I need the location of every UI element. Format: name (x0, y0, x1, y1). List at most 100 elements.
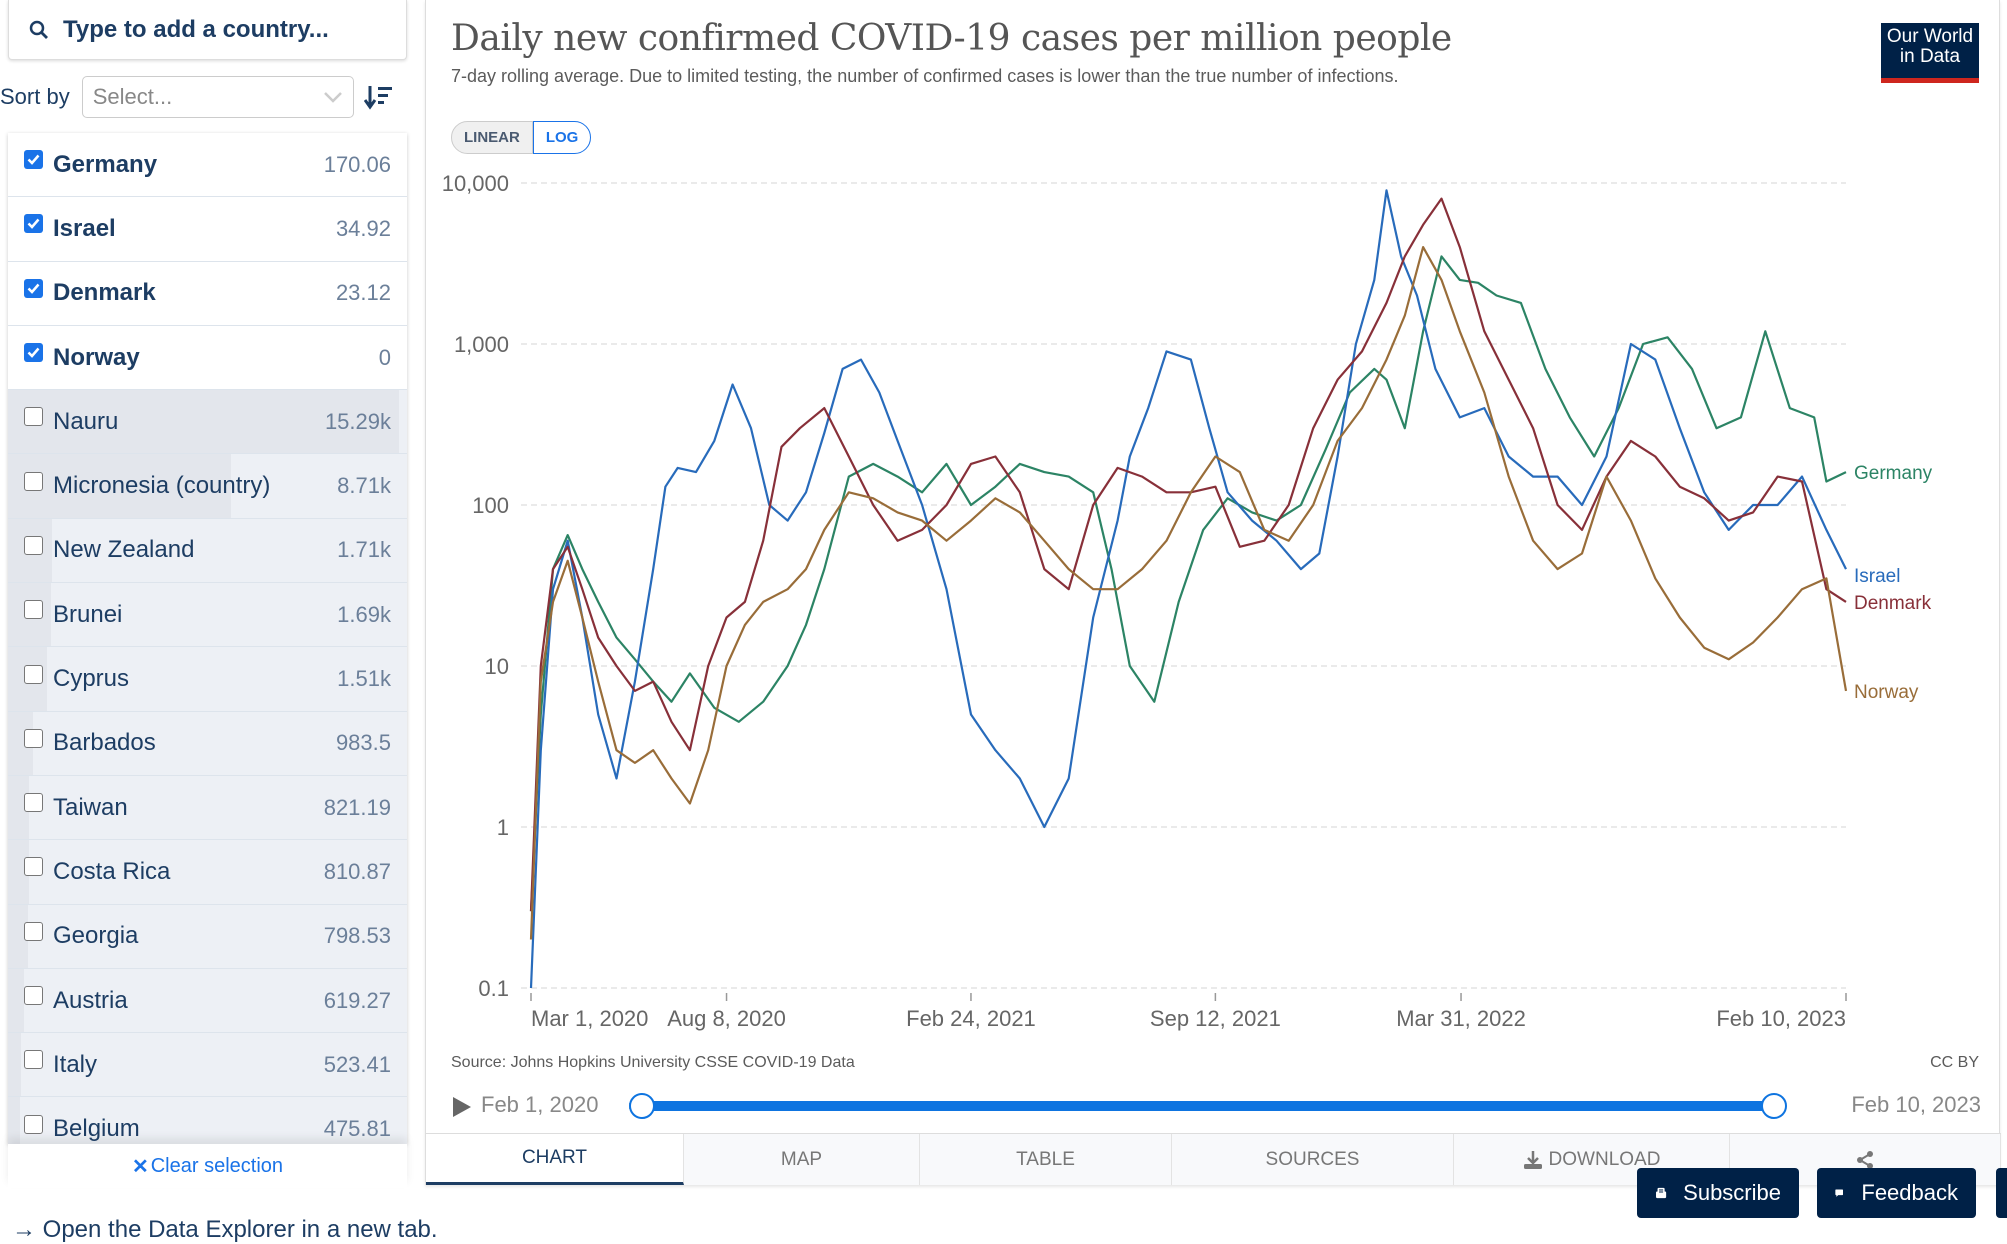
country-checkbox[interactable] (24, 471, 43, 491)
country-checkbox[interactable] (24, 793, 43, 813)
country-checkbox[interactable] (24, 407, 43, 427)
country-checkbox[interactable] (24, 278, 43, 298)
logo-red-bar (1881, 78, 1979, 83)
country-name: Austria (53, 986, 128, 1014)
country-row[interactable]: Austria 619.27 (8, 968, 407, 1034)
country-row[interactable]: Italy 523.41 (8, 1033, 407, 1098)
close-icon: ✕ (131, 1155, 149, 1178)
checkmark-icon (27, 154, 40, 165)
subscribe-button[interactable]: Subscribe (1637, 1168, 1799, 1218)
tab-sources[interactable]: SOURCES (1172, 1134, 1454, 1185)
timeline-start-label: Feb 1, 2020 (481, 1092, 599, 1117)
scale-log-button[interactable]: LOG (532, 121, 592, 154)
country-checkbox[interactable] (24, 1050, 43, 1070)
country-row[interactable]: Barbados 983.5 (8, 711, 407, 776)
country-row[interactable]: Georgia 798.53 (8, 904, 407, 969)
series-label-denmark: Denmark (1854, 593, 1932, 614)
country-row[interactable]: Brunei 1.69k (8, 583, 407, 648)
license-label[interactable]: CC BY (1930, 1054, 1979, 1071)
country-value: 523.41 (323, 1051, 391, 1077)
country-row[interactable]: Taiwan 821.19 (8, 775, 407, 841)
country-row[interactable]: Nauru 15.29k (8, 390, 407, 455)
country-checkbox[interactable] (24, 150, 43, 170)
country-value: 810.87 (323, 858, 391, 884)
tab-chart[interactable]: CHART (426, 1134, 684, 1185)
scale-linear-button[interactable]: LINEAR (451, 121, 533, 154)
country-value: 1.51k (337, 666, 391, 692)
clear-selection-button[interactable]: ✕ Clear selection (8, 1144, 407, 1188)
y-tick-label: 100 (472, 493, 509, 518)
value-bar (8, 904, 29, 968)
series-label-norway: Norway (1854, 682, 1919, 703)
country-checkbox[interactable] (24, 728, 43, 748)
country-name: Israel (53, 214, 116, 242)
sort-order-icon[interactable] (363, 84, 394, 110)
feedback-button[interactable]: Feedback (1817, 1168, 1976, 1218)
country-checkbox[interactable] (24, 986, 43, 1005)
extra-floating-button[interactable] (1996, 1168, 2007, 1218)
country-checkbox[interactable] (24, 1114, 43, 1134)
country-value: 983.5 (335, 730, 391, 756)
country-row[interactable]: Denmark 23.12 (8, 262, 407, 326)
tab-table[interactable]: TABLE (920, 1134, 1172, 1185)
logo-line-1: Our World (1886, 26, 1974, 47)
chart-title: Daily new confirmed COVID-19 cases per m… (451, 18, 1452, 59)
sidebar: Type to add a country... Sort by Select.… (0, 0, 407, 1188)
value-bar (8, 454, 231, 518)
country-checkbox[interactable] (24, 600, 43, 620)
y-tick-label: 10,000 (442, 171, 509, 196)
tab-map[interactable]: MAP (684, 1134, 920, 1185)
country-row[interactable]: Germany 170.06 (8, 133, 407, 198)
country-name: Belgium (53, 1115, 140, 1143)
sort-label: Sort by (0, 84, 70, 109)
country-checkbox[interactable] (24, 921, 43, 941)
country-checkbox[interactable] (24, 343, 43, 363)
value-bar (8, 968, 24, 1033)
country-checkbox[interactable] (24, 664, 43, 684)
country-checkbox[interactable] (24, 214, 43, 234)
timeline-end-handle[interactable] (1761, 1093, 1787, 1119)
sort-select[interactable]: Select... (81, 76, 354, 118)
source-note[interactable]: Source: Johns Hopkins University CSSE CO… (451, 1054, 855, 1071)
country-row[interactable]: Belgium 475.81 (8, 1097, 407, 1144)
timeline-start-handle[interactable] (629, 1093, 655, 1119)
series-line-israel (529, 189, 1847, 989)
x-tick-label: Mar 31, 2022 (1396, 1006, 1526, 1031)
y-tick-label: 0.1 (478, 976, 509, 1001)
subscribe-label: Subscribe (1683, 1180, 1781, 1205)
country-row[interactable]: Costa Rica 810.87 (8, 840, 407, 905)
country-checkbox[interactable] (24, 857, 43, 877)
country-row[interactable]: Israel 34.92 (8, 197, 407, 262)
feedback-label: Feedback (1861, 1180, 1958, 1205)
value-bar (8, 390, 400, 454)
country-row[interactable]: Micronesia (country) 8.71k (8, 454, 407, 519)
y-tick-label: 1,000 (454, 332, 509, 357)
sort-row: Sort by Select... (0, 60, 407, 134)
x-tick-label: Aug 8, 2020 (667, 1006, 786, 1031)
country-row[interactable]: New Zealand 1.71k (8, 518, 407, 584)
owid-logo[interactable]: Our World in Data (1881, 23, 1979, 83)
value-bar (8, 1097, 21, 1144)
chart-card: Daily new confirmed COVID-19 cases per m… (425, 0, 2001, 1185)
value-bar (8, 840, 29, 904)
country-name: Brunei (53, 600, 123, 628)
country-name: Nauru (53, 407, 119, 435)
country-value: 1.69k (337, 601, 391, 627)
country-name: Cyprus (53, 665, 130, 693)
country-name: Taiwan (53, 793, 128, 821)
open-data-explorer-link[interactable]: → Open the Data Explorer in a new tab. (12, 1216, 438, 1243)
country-row[interactable]: Cyprus 1.51k (8, 647, 407, 712)
timeline-range[interactable] (641, 1101, 1774, 1111)
y-tick-label: 1 (497, 815, 509, 840)
country-row[interactable]: Norway 0 (8, 326, 407, 391)
value-bar (8, 775, 30, 840)
tab-download-label: DOWNLOAD (1548, 1148, 1661, 1170)
play-icon[interactable] (451, 1095, 473, 1119)
country-value: 475.81 (323, 1116, 391, 1142)
country-search-input[interactable]: Type to add a country... (8, 0, 407, 60)
country-checkbox[interactable] (24, 535, 43, 555)
logo-line-2: in Data (1899, 46, 1961, 67)
country-value: 34.92 (335, 215, 391, 241)
country-value: 15.29k (324, 408, 391, 434)
download-icon (1523, 1150, 1542, 1169)
